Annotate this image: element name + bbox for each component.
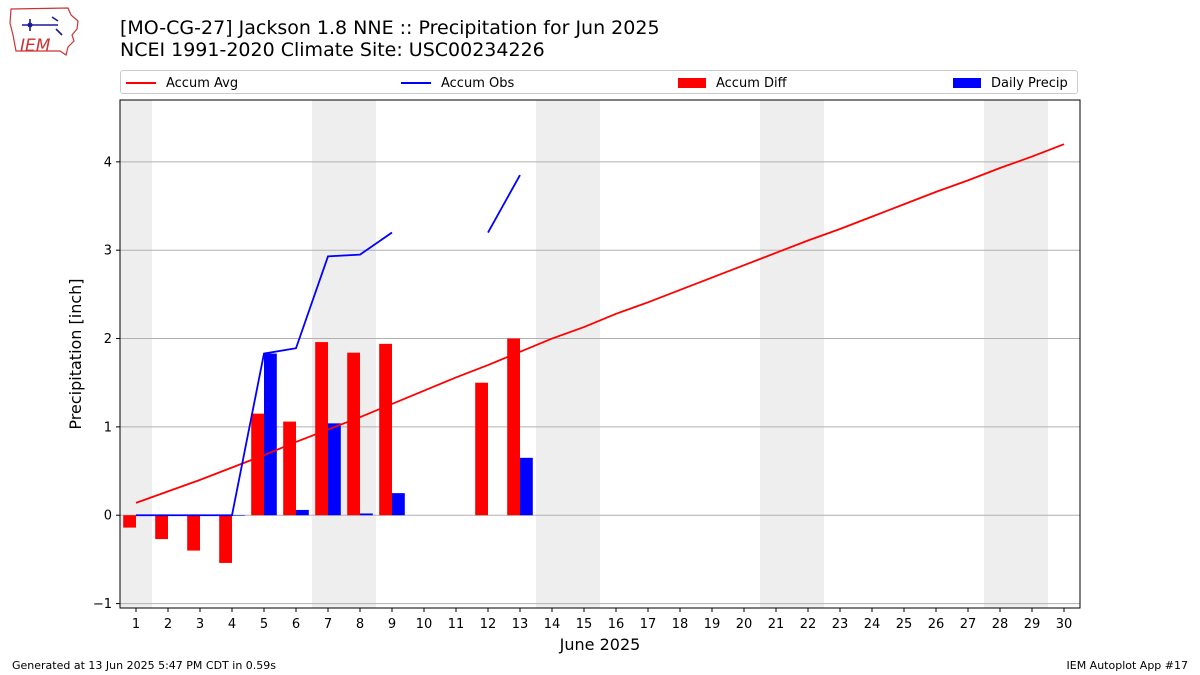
bar-accum-diff (347, 352, 360, 516)
x-tick-label: 12 (480, 617, 497, 632)
x-tick-label: 7 (324, 617, 332, 632)
line-accum-obs (487, 174, 521, 233)
chart-title: [MO-CG-27] Jackson 1.8 NNE :: Precipitat… (120, 17, 660, 39)
y-tick-label: 4 (104, 155, 112, 170)
y-tick-label: 1 (104, 420, 112, 435)
weekend-shading (984, 100, 1048, 608)
x-tick-label: 29 (1024, 617, 1041, 632)
legend-label: Accum Avg (166, 75, 239, 91)
line-accum-avg (135, 143, 1065, 504)
plot-frame (119, 99, 1081, 609)
legend-item-accum-obs: Accum Obs (401, 71, 514, 95)
weekend-shading (536, 100, 600, 608)
weekend-shading (760, 100, 824, 608)
legend-label: Daily Precip (991, 75, 1068, 91)
y-tick-label: −1 (93, 597, 112, 612)
x-tick-label: 18 (672, 617, 689, 632)
bar-accum-diff (187, 515, 200, 551)
x-tick-label: 9 (388, 617, 396, 632)
legend-label: Accum Obs (441, 75, 515, 91)
y-axis-label: Precipitation [inch] (66, 278, 85, 429)
x-tick-label: 8 (356, 617, 364, 632)
x-tick-label: 27 (960, 617, 977, 632)
x-tick-label: 25 (896, 617, 913, 632)
bar-accum-diff (507, 338, 520, 516)
x-tick-label: 13 (512, 617, 529, 632)
footer-generated-text: Generated at 13 Jun 2025 5:47 PM CDT in … (12, 659, 277, 672)
x-tick-label: 23 (832, 617, 849, 632)
legend-item-accum-diff: Accum Diff (678, 71, 787, 95)
bar-daily-precip (520, 457, 533, 516)
legend-label: Accum Diff (716, 75, 787, 91)
x-tick-label: 11 (448, 617, 465, 632)
bar-accum-diff (315, 342, 328, 516)
x-tick-label: 24 (864, 617, 881, 632)
legend-item-daily-precip: Daily Precip (953, 71, 1068, 95)
iem-logo: IEM (9, 7, 79, 56)
chart-subtitle: NCEI 1991-2020 Climate Site: USC00234226 (120, 39, 545, 61)
x-tick-label: 15 (576, 617, 593, 632)
bar-accum-diff (155, 515, 168, 540)
legend-swatch (953, 78, 981, 88)
bar-daily-precip (328, 423, 341, 516)
legend-item-accum-avg: Accum Avg (126, 71, 238, 95)
x-tick-label: 17 (640, 617, 657, 632)
legend-swatch (126, 82, 156, 84)
bar-accum-diff (219, 515, 232, 563)
legend-swatch (401, 82, 431, 84)
x-tick-label: 19 (704, 617, 721, 632)
bar-accum-diff (283, 421, 296, 516)
x-axis-label: June 2025 (559, 635, 641, 654)
x-tick-label: 30 (1056, 617, 1073, 632)
bar-accum-diff (379, 343, 392, 516)
weekend-shading (120, 100, 152, 608)
x-tick-label: 14 (544, 617, 561, 632)
x-tick-label: 26 (928, 617, 945, 632)
bar-daily-precip (264, 353, 277, 516)
x-tick-label: 1 (132, 617, 140, 632)
legend-swatch (678, 78, 706, 88)
y-tick-label: 0 (104, 509, 112, 524)
x-tick-label: 5 (260, 617, 268, 632)
legend: Accum Avg Accum Obs Accum Diff Daily Pre… (120, 70, 1078, 94)
x-tick-label: 21 (768, 617, 785, 632)
bar-accum-diff (475, 382, 488, 516)
iowa-state-outline (9, 7, 79, 56)
bar-accum-diff (123, 515, 136, 528)
x-tick-label: 4 (228, 617, 236, 632)
svg-text:IEM: IEM (20, 36, 51, 56)
x-tick-label: 2 (164, 617, 172, 632)
y-tick-label: 2 (104, 332, 112, 347)
x-tick-label: 3 (196, 617, 204, 632)
y-tick-label: 3 (104, 244, 112, 259)
footer-app-id: IEM Autoplot App #17 (1066, 659, 1189, 672)
x-tick-label: 16 (608, 617, 625, 632)
x-tick-label: 28 (992, 617, 1009, 632)
x-tick-label: 20 (736, 617, 753, 632)
bar-daily-precip (392, 493, 405, 516)
line-accum-obs (136, 231, 393, 517)
x-tick-label: 6 (292, 617, 300, 632)
bar-daily-precip (296, 509, 309, 516)
x-tick-label: 22 (800, 617, 817, 632)
bar-accum-diff (251, 413, 264, 516)
x-tick-label: 10 (416, 617, 433, 632)
bar-daily-precip (232, 515, 245, 516)
bar-daily-precip (360, 513, 373, 516)
